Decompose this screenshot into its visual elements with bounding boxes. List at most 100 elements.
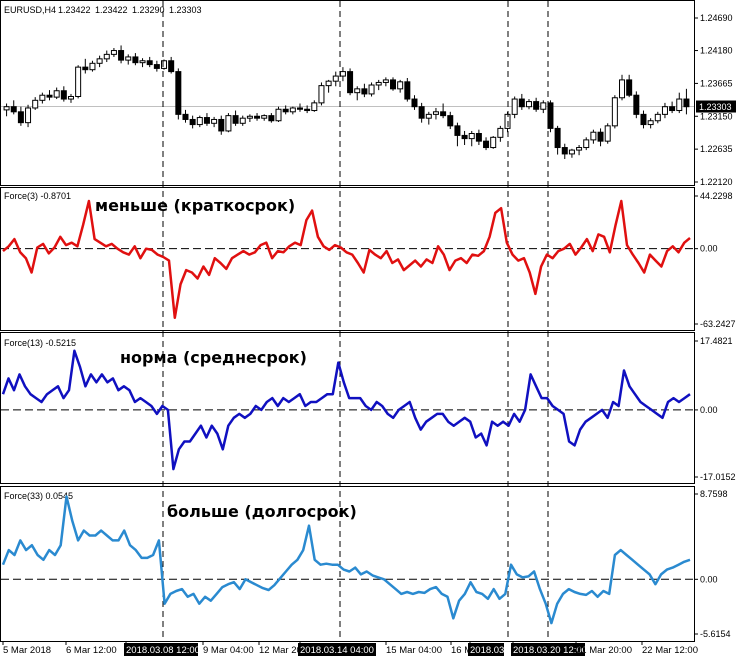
candle-body — [89, 62, 96, 71]
force33-annotation: больше (долгосрок) — [167, 502, 357, 521]
candle-body — [225, 115, 232, 132]
time-cursor-label: 2018.03.08 12:00 — [126, 645, 200, 656]
candle-body — [361, 88, 368, 95]
time-tick-label: 15 Mar 04:00 — [386, 645, 442, 656]
candle-body — [382, 79, 389, 83]
candle-body — [518, 98, 525, 108]
force3-title: Force(3) -0.8701 — [4, 191, 71, 201]
candle-body — [318, 85, 325, 104]
ohlc-high: 1.23422 — [95, 5, 128, 15]
ohlc-low: 1.23290 — [132, 5, 165, 15]
time-tick-label: 12 Mar 20:00 — [259, 645, 315, 656]
candle-body — [146, 60, 153, 66]
candle-body — [82, 66, 89, 71]
time-tick-label: 22 Mar 12:00 — [642, 645, 698, 656]
vertical-dashed-lines — [162, 1, 549, 641]
candle-body — [339, 71, 346, 77]
candle-body — [640, 113, 647, 126]
candle-body — [432, 111, 439, 115]
candle-body — [597, 131, 604, 142]
force-tick-label: 0.00 — [700, 574, 718, 584]
candle-body — [254, 115, 261, 119]
time-cursor-label: 2018.03. — [470, 645, 507, 656]
candle-body — [60, 90, 67, 100]
candle-body — [332, 75, 339, 82]
candle-body — [304, 108, 311, 112]
candle-body — [32, 99, 39, 109]
candle-body — [461, 134, 468, 140]
force33-panel: Force(33) 0.0545 больше (долгосрок) — [0, 486, 695, 642]
candle-body — [110, 50, 117, 55]
candle-body — [497, 127, 504, 138]
time-cursor-tag — [298, 643, 376, 656]
candle-body — [203, 117, 210, 124]
candle-body — [511, 98, 518, 115]
candle-body — [75, 66, 82, 97]
price-tick-label: 1.23150 — [700, 111, 733, 121]
candle-body — [619, 79, 626, 99]
candle-body — [10, 106, 17, 113]
force-series-line — [2, 199, 691, 320]
time-axis-layer: 5 Mar 2018 6 Mar 12:00 2018.03.08 12:00 9 M… — [2, 641, 698, 656]
force-tick-label: 44.2298 — [700, 191, 733, 201]
candle-body — [554, 127, 561, 149]
candle-body — [411, 98, 418, 108]
candle-body — [239, 117, 246, 124]
candle-body — [547, 102, 554, 129]
time-tick-label: 6 Mar 12:00 — [66, 645, 117, 656]
candle-body — [53, 90, 60, 98]
candle-body — [611, 97, 618, 127]
candles-group — [1, 45, 694, 160]
candle-body — [490, 136, 497, 149]
candle-body — [568, 149, 575, 155]
candle-body — [583, 139, 590, 149]
candle-body — [483, 140, 490, 149]
price-tick-label: 1.23665 — [700, 78, 733, 88]
time-cursor-tag — [511, 643, 585, 656]
price-tick-label: 1.24180 — [700, 46, 733, 56]
candle-body — [676, 98, 683, 112]
force-tick-label: 8.7598 — [700, 489, 728, 499]
ohlc-open: 1.23422 — [58, 5, 91, 15]
candle-body — [425, 113, 432, 119]
force13-panel: Force(13) -0.5215 норма (среднесрок) — [0, 332, 695, 484]
candle-body — [168, 60, 175, 73]
candle-body — [3, 106, 10, 111]
candle-body — [590, 131, 597, 141]
time-tick-label: 16 M — [451, 645, 472, 656]
candle-body — [576, 147, 583, 151]
candle-body — [175, 71, 182, 115]
candle-body — [647, 120, 654, 126]
candle-body — [447, 115, 454, 127]
candle-body — [626, 79, 633, 96]
candle-body — [604, 125, 611, 142]
current-price-label: 1.23303 — [699, 102, 732, 112]
candle-body — [347, 71, 354, 94]
candle-body — [25, 107, 32, 124]
candle-body — [440, 111, 447, 117]
force-tick-label: 0.00 — [700, 405, 718, 415]
force-tick-label: -5.6154 — [700, 629, 731, 639]
ohlc-close: 1.23303 — [169, 5, 202, 15]
price-panel-title: EURUSD,H4 — [4, 5, 56, 15]
candle-body — [525, 101, 532, 108]
candle-body — [132, 56, 139, 64]
candle-body — [182, 113, 189, 120]
candle-body — [468, 133, 475, 140]
price-tick-label: 1.22635 — [700, 144, 733, 154]
candle-body — [289, 107, 296, 113]
candle-body — [118, 50, 125, 61]
candle-body — [46, 94, 53, 98]
time-tick-label: 5 Mar 2018 — [3, 645, 51, 656]
candle-body — [232, 115, 239, 124]
candle-body — [67, 95, 74, 100]
candle-body — [669, 106, 676, 112]
time-cursor-label: 2018.03.20 12:00 — [513, 645, 587, 656]
candle-body — [654, 113, 661, 122]
force13-annotation: норма (среднесрок) — [120, 348, 307, 367]
time-cursor-tag — [468, 643, 504, 656]
force-series-line — [1, 349, 691, 471]
candle-body — [375, 81, 382, 86]
force-tick-label: 17.4821 — [700, 336, 733, 346]
candle-body — [418, 106, 425, 119]
